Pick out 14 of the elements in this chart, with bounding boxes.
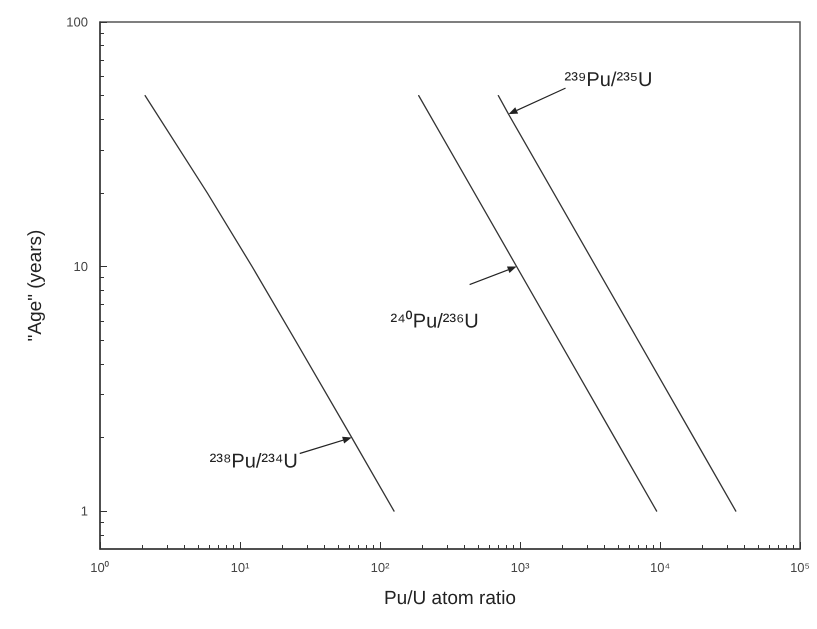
y-tick-label: 100 [66, 14, 88, 30]
x-tick-label: 10⁵ [790, 560, 810, 575]
x-axis-title: Pu/U atom ratio [384, 588, 516, 609]
x-tick-label: 10¹ [230, 560, 250, 575]
x-tick-label: 10² [370, 560, 390, 575]
x-tick-label: 10⁴ [650, 560, 670, 575]
x-tick-label: 10³ [510, 560, 530, 575]
y-tick-label: 1 [80, 504, 88, 519]
annotation: ²⁴⁰Pu/²³⁶U [390, 310, 479, 333]
y-tick-label: 10 [74, 259, 88, 274]
annotation: ²³⁹Pu/²³⁵U [564, 69, 653, 92]
annotation: ²³⁸Pu/²³⁴U [210, 450, 298, 472]
x-tick-label: 10⁰ [90, 560, 110, 575]
y-axis-title: "Age" (years) [25, 230, 46, 342]
